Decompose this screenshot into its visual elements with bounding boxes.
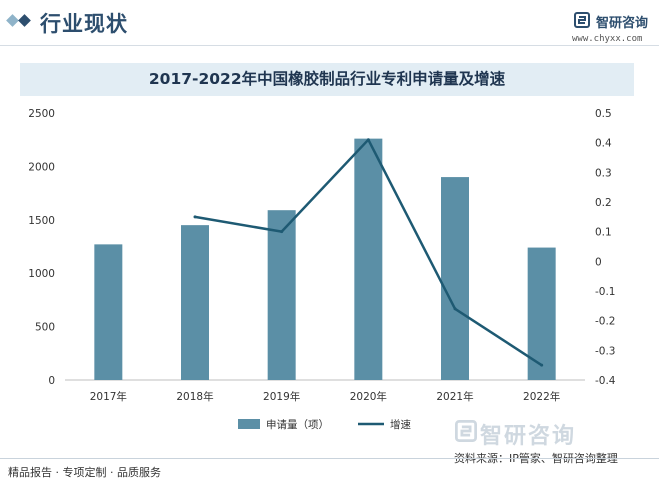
- page-header: 行业现状 智研咨询 www.chyxx.com: [0, 0, 659, 50]
- brand-logo-icon: [574, 12, 590, 28]
- section-title: 行业现状: [40, 12, 128, 36]
- bar: [181, 225, 209, 380]
- y-right-tick-label: 0.2: [595, 197, 612, 209]
- y-left-tick-label: 2500: [28, 108, 55, 120]
- x-tick-label: 2018年: [176, 390, 213, 403]
- line-point: [280, 230, 284, 234]
- chart-title: 2017-2022年中国橡胶制品行业专利申请量及增速: [148, 70, 506, 88]
- legend-bar-label: 申请量（项）: [266, 418, 329, 431]
- line-point: [366, 138, 370, 142]
- diamond-icon: [6, 14, 19, 27]
- footer-slogan: 精品报告 · 专项定制 · 品质服务: [8, 466, 161, 479]
- line-point: [193, 215, 197, 219]
- bar: [441, 177, 469, 380]
- y-left-tick-label: 500: [35, 322, 55, 334]
- bar: [94, 244, 123, 380]
- bar: [267, 210, 296, 380]
- line-point: [453, 307, 457, 311]
- y-right-tick-label: 0.4: [595, 138, 612, 150]
- y-left-tick-label: 1500: [28, 215, 55, 227]
- watermark-logo-text: 智研咨询: [480, 424, 577, 449]
- chart-title-bar: [20, 63, 634, 96]
- x-tick-label: 2022年: [523, 390, 560, 403]
- y-right-tick-label: 0.5: [595, 108, 612, 120]
- x-tick-label: 2021年: [436, 390, 473, 403]
- line-point: [540, 363, 544, 367]
- watermark-logo-icon: [455, 420, 477, 442]
- y-left-tick-label: 2000: [28, 161, 55, 173]
- y-left-tick-label: 0: [48, 375, 55, 387]
- y-right-tick-label: -0.3: [595, 345, 616, 357]
- chart: 0 500 1000 1500 2000 2500 -0.4 -0.3 -0.2 -0.1 0 0.1…: [28, 108, 616, 431]
- bar: [354, 138, 383, 380]
- y-right-tick-label: 0: [595, 256, 602, 268]
- y-right-tick-label: 0.3: [595, 167, 612, 179]
- legend-bar-swatch: [238, 419, 260, 429]
- y-right-tick-label: 0.1: [595, 227, 612, 239]
- header-divider: [0, 45, 659, 46]
- diamond-icon: [18, 14, 31, 27]
- y-left-tick-label: 1000: [28, 268, 55, 280]
- x-tick-label: 2019年: [263, 390, 300, 403]
- x-tick-label: 2020年: [350, 390, 387, 403]
- brand-name: 智研咨询: [596, 16, 649, 31]
- y-right-tick-label: -0.2: [595, 316, 616, 328]
- x-tick-label: 2017年: [90, 390, 127, 403]
- y-right-tick-label: -0.1: [595, 286, 616, 298]
- brand-url: www.chyxx.com: [572, 34, 643, 44]
- y-right-tick-label: -0.4: [595, 375, 616, 387]
- footer-divider: [0, 458, 659, 459]
- legend-line-label: 增速: [390, 418, 411, 431]
